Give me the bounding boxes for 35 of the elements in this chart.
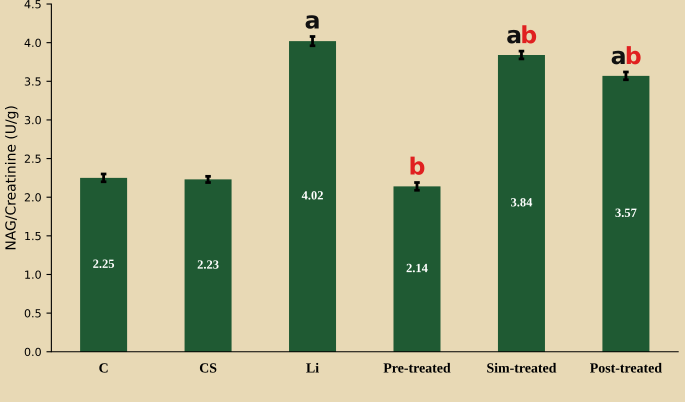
y-axis-title: NAG/Creatinine (U/g) — [4, 106, 18, 250]
y-tick-label: 3.5 — [24, 77, 41, 86]
y-tick-label: 0.5 — [24, 309, 41, 318]
annotation: b — [522, 25, 536, 44]
data-label: 3.84 — [510, 198, 532, 207]
data-label: 2.25 — [93, 260, 114, 268]
data-label: 4.02 — [302, 191, 323, 200]
y-tick-label: 3.0 — [24, 116, 41, 124]
data-label: 3.57 — [615, 208, 637, 217]
data-label: 2.14 — [406, 264, 428, 272]
x-tick-label: Sim-treated — [487, 362, 556, 373]
annotation: b — [410, 156, 424, 175]
annotation: a — [507, 30, 520, 44]
bar — [393, 186, 440, 352]
bar — [184, 179, 232, 352]
bar — [80, 178, 128, 352]
x-tick-label: Li — [306, 362, 319, 372]
bar — [498, 55, 545, 352]
bar — [289, 41, 336, 352]
y-tick-label: 4.5 — [24, 0, 41, 8]
x-tick-label: Post-treated — [590, 362, 662, 373]
data-label: 2.23 — [198, 260, 219, 269]
annotation: b — [626, 46, 641, 64]
y-tick-label: 1.0 — [25, 270, 41, 279]
y-tick-label: 4.0 — [24, 38, 41, 48]
x-tick-label: CS — [200, 363, 216, 373]
y-tick-label: 1.5 — [25, 232, 41, 240]
y-tick-label: 2.0 — [24, 193, 41, 202]
bar — [602, 76, 650, 352]
x-tick-label: C — [99, 363, 108, 373]
y-tick-label: 0.0 — [24, 348, 41, 356]
annotation: a — [306, 15, 319, 29]
x-tick-label: Pre-treated — [384, 362, 451, 373]
y-tick-label: 2.5 — [24, 154, 41, 163]
annotation: a — [612, 50, 625, 64]
